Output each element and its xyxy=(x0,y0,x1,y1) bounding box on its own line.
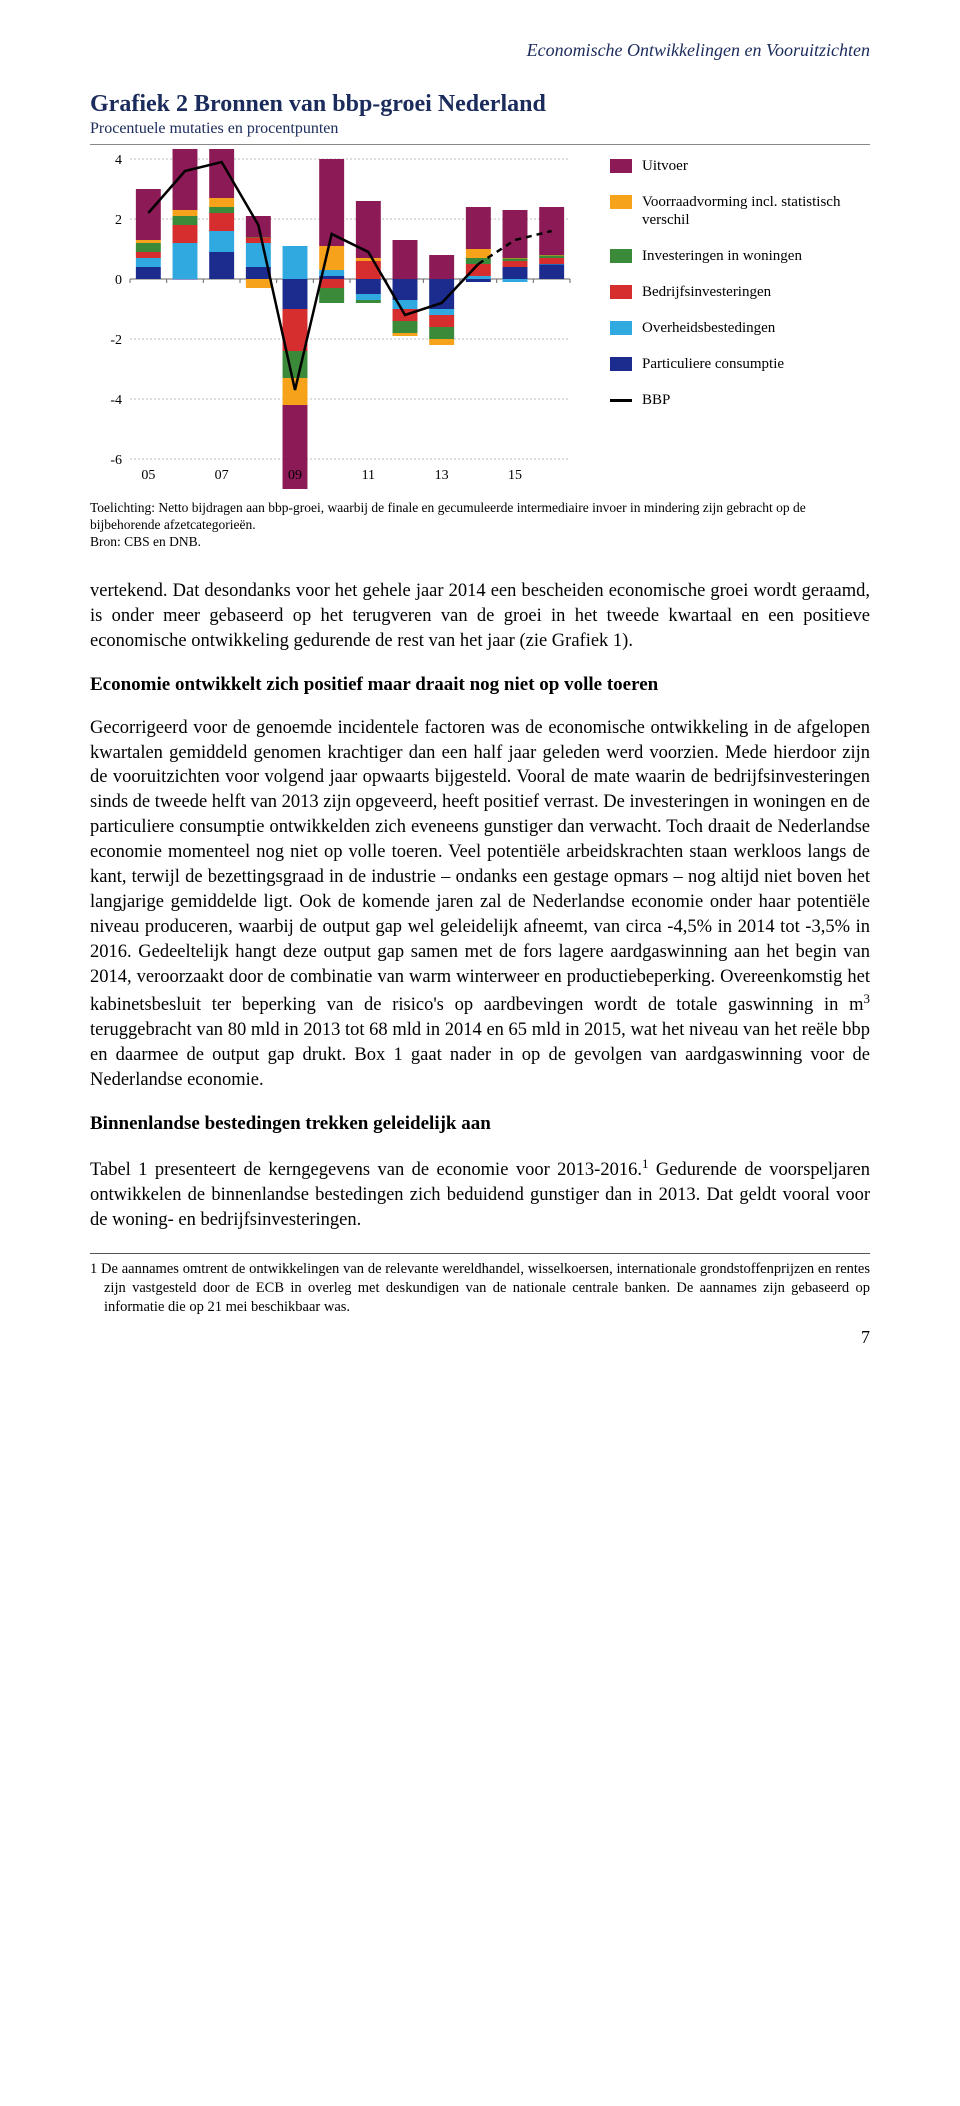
chart-subtitle: Procentuele mutaties en procentpunten xyxy=(90,120,870,138)
legend-swatch xyxy=(610,249,632,263)
chart-note: Toelichting: Netto bijdragen aan bbp-gro… xyxy=(90,500,870,551)
chart-legend: Uitvoer Voorraadvorming incl. statistisch… xyxy=(590,149,870,427)
legend-swatch xyxy=(610,285,632,299)
legend-item: Overheidsbestedingen xyxy=(610,319,870,337)
section-heading-2: Binnenlandse bestedingen trekken geleide… xyxy=(90,1113,870,1135)
legend-item: Bedrijfsinvesteringen xyxy=(610,283,870,301)
paragraph-2: Gecorrigeerd voor de genoemde incidentel… xyxy=(90,716,870,1094)
chart-title: Grafiek 2 Bronnen van bbp-groei Nederlan… xyxy=(90,91,870,118)
svg-text:2: 2 xyxy=(115,213,122,228)
legend-label: Uitvoer xyxy=(642,157,688,175)
page-number: 7 xyxy=(90,1327,870,1348)
chart-svg: -6 -4 -2 0 2 4 05 07 09 11 13 15 xyxy=(90,149,590,489)
svg-text:09: 09 xyxy=(288,468,302,483)
svg-text:07: 07 xyxy=(215,468,229,483)
legend-swatch xyxy=(610,195,632,209)
legend-swatch xyxy=(610,159,632,173)
legend-item: Investeringen in woningen xyxy=(610,247,870,265)
svg-text:11: 11 xyxy=(362,468,375,483)
svg-text:05: 05 xyxy=(141,468,155,483)
legend-item: Uitvoer xyxy=(610,157,870,175)
legend-label: Bedrijfsinvesteringen xyxy=(642,283,771,301)
legend-label: Particuliere consumptie xyxy=(642,355,784,373)
legend-item: BBP xyxy=(610,391,870,409)
legend-item: Particuliere consumptie xyxy=(610,355,870,373)
paragraph-3: Tabel 1 presenteert de kerngegevens van … xyxy=(90,1155,870,1233)
footnote-1: 1 De aannames omtrent de ontwikkelingen … xyxy=(90,1260,870,1317)
svg-text:0: 0 xyxy=(115,273,122,288)
svg-text:13: 13 xyxy=(435,468,449,483)
svg-text:-4: -4 xyxy=(110,393,122,408)
legend-line-swatch xyxy=(610,399,632,402)
legend-label: BBP xyxy=(642,391,670,409)
chart-divider xyxy=(90,144,870,145)
svg-text:-6: -6 xyxy=(110,453,122,468)
legend-swatch xyxy=(610,357,632,371)
legend-item: Voorraadvorming incl. statistisch versch… xyxy=(610,193,870,229)
legend-label: Overheidsbestedingen xyxy=(642,319,775,337)
svg-text:15: 15 xyxy=(508,468,522,483)
section-heading-1: Economie ontwikkelt zich positief maar d… xyxy=(90,674,870,696)
legend-label: Voorraadvorming incl. statistisch versch… xyxy=(642,193,870,229)
svg-text:-2: -2 xyxy=(110,333,122,348)
legend-swatch xyxy=(610,321,632,335)
footnote-rule xyxy=(90,1253,870,1254)
svg-text:4: 4 xyxy=(115,153,122,168)
chart-area: -6 -4 -2 0 2 4 05 07 09 11 13 15 Uitvoer Voorraadvor… xyxy=(90,149,870,494)
legend-label: Investeringen in woningen xyxy=(642,247,802,265)
paragraph-1: vertekend. Dat desondanks voor het gehel… xyxy=(90,579,870,654)
header-label: Economische Ontwikkelingen en Vooruitzic… xyxy=(90,40,870,61)
chart-svg-wrap: -6 -4 -2 0 2 4 05 07 09 11 13 15 xyxy=(90,149,590,494)
